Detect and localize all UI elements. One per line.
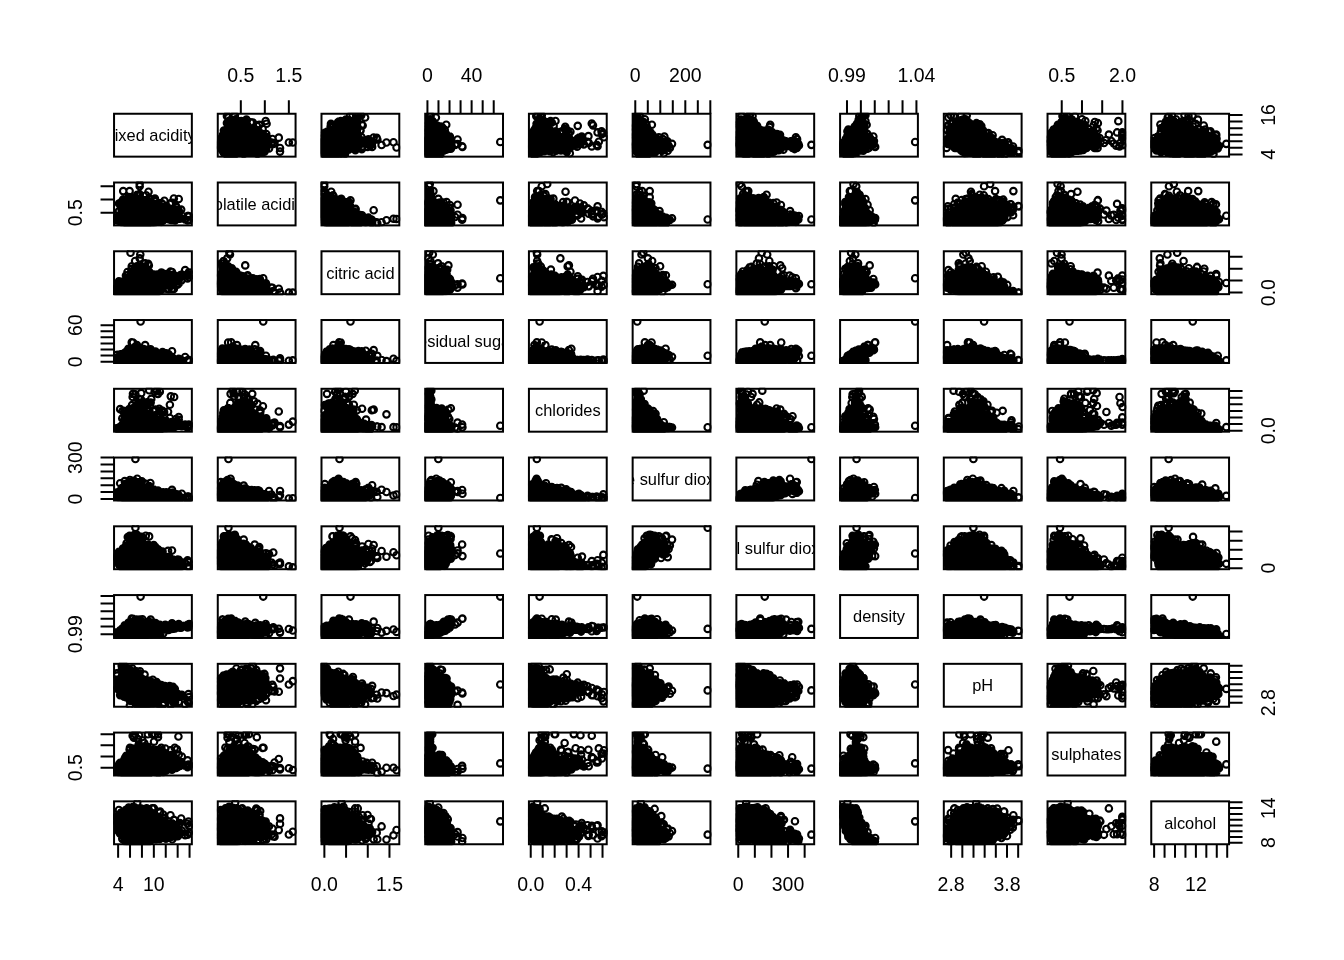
svg-text:40: 40: [461, 64, 483, 86]
svg-text:1.5: 1.5: [376, 873, 403, 895]
svg-text:1.04: 1.04: [897, 64, 935, 86]
svg-text:0: 0: [64, 356, 86, 367]
svg-text:0.5: 0.5: [1048, 64, 1075, 86]
svg-text:sulphates: sulphates: [1051, 745, 1121, 763]
svg-text:0.99: 0.99: [64, 615, 86, 653]
svg-text:10: 10: [143, 873, 165, 895]
svg-text:free sulfur dioxide: free sulfur dioxide: [607, 470, 736, 488]
svg-text:2.8: 2.8: [938, 873, 965, 895]
svg-text:0: 0: [422, 64, 433, 86]
svg-text:2.8: 2.8: [1257, 689, 1279, 716]
svg-text:16: 16: [1257, 104, 1279, 126]
svg-text:8: 8: [1257, 837, 1279, 848]
svg-text:pH: pH: [972, 676, 993, 694]
svg-text:60: 60: [64, 314, 86, 336]
svg-text:300: 300: [772, 873, 805, 895]
svg-text:total sulfur dioxide: total sulfur dioxide: [709, 539, 841, 557]
svg-text:volatile acidity: volatile acidity: [206, 195, 309, 213]
svg-text:0: 0: [630, 64, 641, 86]
svg-text:12: 12: [1185, 873, 1207, 895]
svg-text:0: 0: [64, 493, 86, 504]
svg-text:4: 4: [1257, 149, 1279, 160]
svg-text:200: 200: [669, 64, 702, 86]
svg-text:chlorides: chlorides: [535, 401, 601, 419]
svg-text:alcohol: alcohol: [1164, 814, 1216, 832]
svg-text:0.0: 0.0: [311, 873, 338, 895]
svg-text:4: 4: [113, 873, 124, 895]
svg-text:3.8: 3.8: [993, 873, 1020, 895]
svg-text:0.99: 0.99: [828, 64, 866, 86]
svg-text:density: density: [853, 607, 906, 625]
svg-text:0.5: 0.5: [64, 199, 86, 226]
svg-text:1.5: 1.5: [275, 64, 302, 86]
svg-text:fixed acidity: fixed acidity: [110, 126, 196, 144]
svg-text:14: 14: [1257, 797, 1279, 819]
svg-text:0: 0: [733, 873, 744, 895]
svg-text:2.0: 2.0: [1109, 64, 1136, 86]
svg-text:citric acid: citric acid: [326, 264, 394, 282]
svg-text:0: 0: [1257, 563, 1279, 574]
svg-text:300: 300: [64, 441, 86, 474]
svg-text:0.5: 0.5: [64, 754, 86, 781]
svg-text:0.4: 0.4: [565, 873, 592, 895]
svg-text:0.5: 0.5: [227, 64, 254, 86]
svg-text:residual sugar: residual sugar: [413, 332, 516, 350]
svg-text:8: 8: [1149, 873, 1160, 895]
svg-text:0.0: 0.0: [1257, 279, 1279, 306]
svg-text:0.0: 0.0: [517, 873, 544, 895]
svg-text:0.0: 0.0: [1257, 417, 1279, 444]
